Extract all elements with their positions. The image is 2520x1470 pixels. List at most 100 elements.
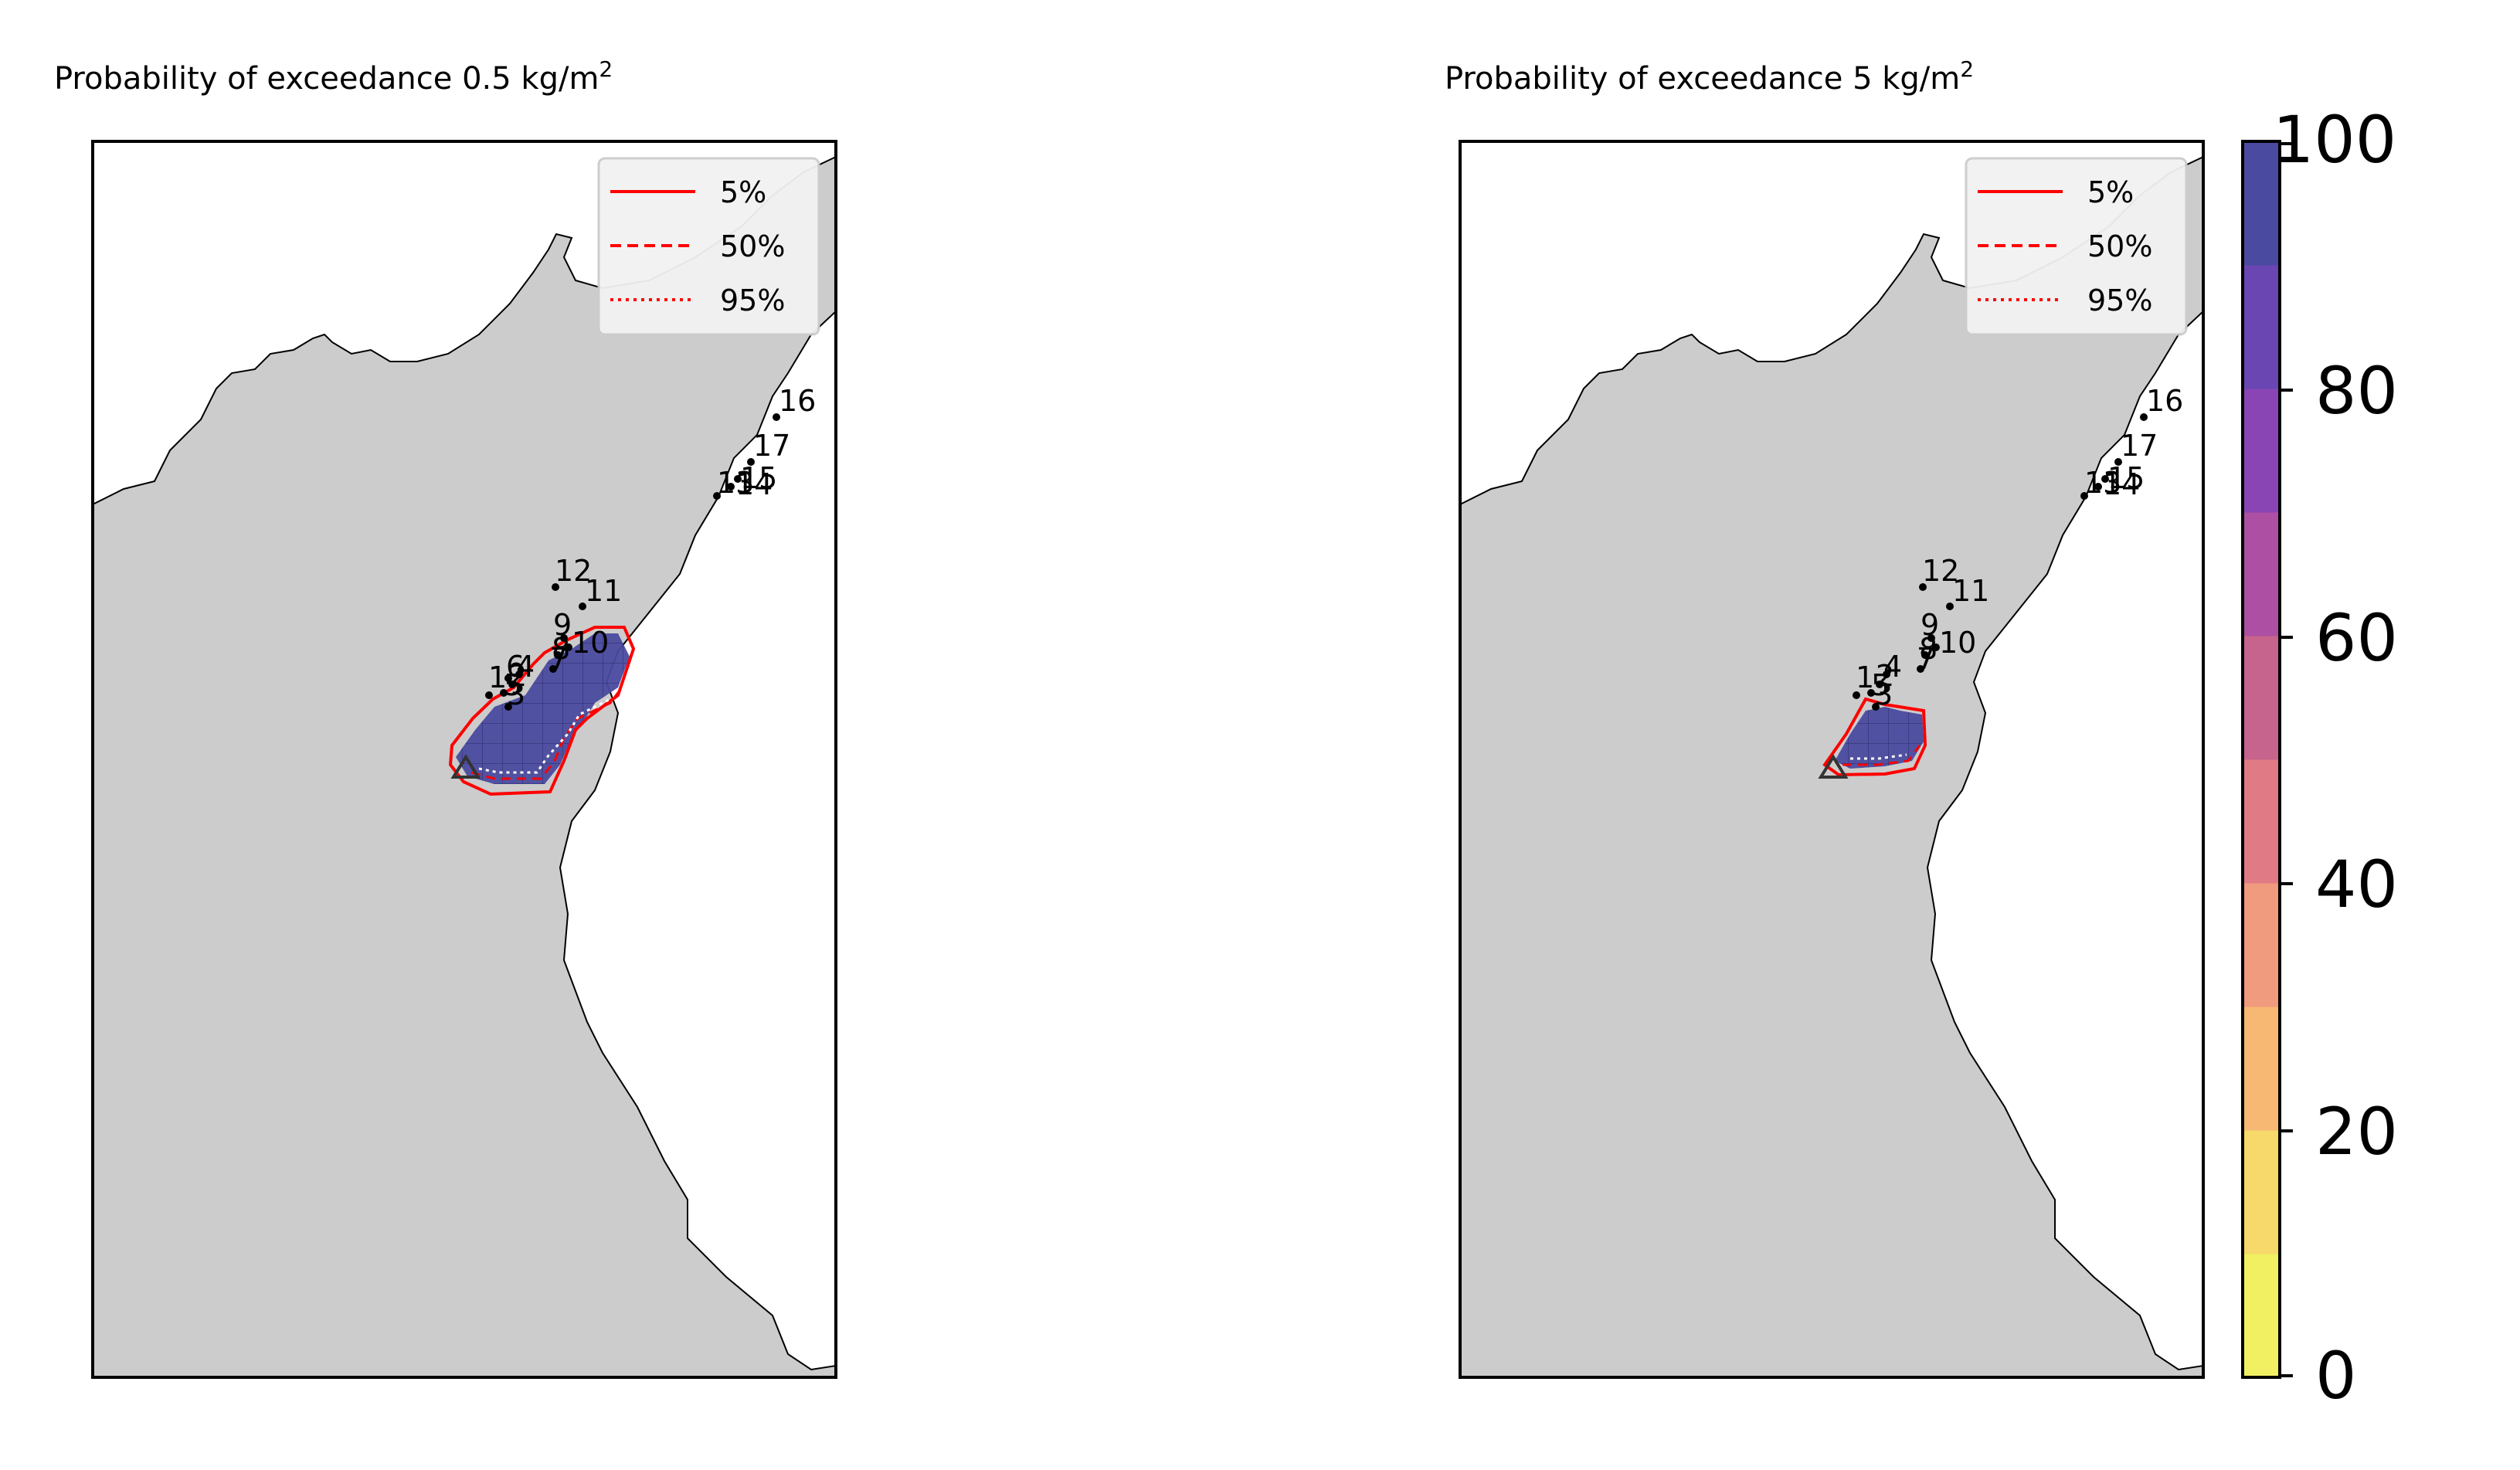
right-panel-title: Probability of exceedance 5 kg/m2: [1445, 56, 1974, 97]
right-map-panel: Probability of exceedance 5 kg/m2 16 17 …: [1445, 56, 2205, 1379]
station-5: 5: [1867, 668, 1890, 702]
right-stations: 16 17 15 14 13 12 11 9 10 8 7 4 2 1 5 3: [1853, 384, 2183, 711]
station-13: 13: [713, 466, 754, 500]
colorbar-segment: [2243, 265, 2280, 389]
svg-text:10: 10: [1939, 626, 1976, 660]
colorbar-tick-40: 40: [2315, 847, 2398, 922]
svg-text:4: 4: [516, 650, 535, 684]
svg-text:17: 17: [753, 429, 790, 463]
station-1: 1: [485, 660, 507, 699]
left-legend: 5% 50% 95%: [597, 157, 820, 336]
svg-text:9: 9: [1921, 608, 1939, 642]
station-12: 12: [1919, 554, 1959, 591]
svg-text:2: 2: [1876, 659, 1894, 693]
station-13: 13: [2080, 466, 2121, 500]
svg-text:6: 6: [506, 650, 525, 684]
vent-triangle-icon: [450, 754, 481, 779]
station-7: 7: [549, 642, 568, 676]
legend-label-50pct: 50%: [2087, 229, 2152, 263]
colorbar-tick-60: 60: [2315, 600, 2398, 676]
right-contour-95pct: [1850, 753, 1907, 760]
right-plume: [1822, 697, 1927, 777]
station-1: 1: [1853, 660, 1874, 699]
colorbar-segment: [2243, 512, 2280, 637]
station-16: 16: [2140, 384, 2183, 421]
left-map-area: 16 17 15 14 13 12 11 9 10 8 7 4 2 1 5 3 …: [93, 141, 836, 1377]
legend-label-95pct: 95%: [720, 283, 785, 317]
station-11: 11: [1946, 574, 1989, 610]
colorbar-segments: [2243, 141, 2280, 1378]
station-3: 3: [504, 677, 525, 711]
station-12: 12: [552, 554, 592, 591]
colorbar-tick-80: 80: [2315, 353, 2398, 429]
legend-label-95pct: 95%: [2087, 283, 2152, 317]
station-7: 7: [1917, 642, 1935, 676]
svg-text:15: 15: [2107, 461, 2145, 495]
svg-text:14: 14: [2103, 467, 2140, 501]
station-8: 8: [552, 632, 570, 666]
station-6: 6: [504, 650, 525, 684]
svg-text:7: 7: [549, 642, 568, 676]
svg-text:8: 8: [1919, 632, 1938, 666]
legend-label-50pct: 50%: [720, 229, 785, 263]
station-10: 10: [1932, 626, 1976, 660]
colorbar-segment: [2243, 1254, 2280, 1378]
svg-text:1: 1: [1856, 660, 1874, 694]
colorbar-tick-100: 100: [2273, 102, 2396, 178]
station-15: 15: [2101, 461, 2145, 495]
right-contour-5pct: [1822, 697, 1927, 777]
station-17: 17: [747, 429, 790, 466]
station-10: 10: [565, 626, 609, 660]
colorbar-ticks: 100 80 60 40 20 0: [2273, 102, 2398, 1414]
right-map-frame: [1459, 140, 2205, 1379]
vent-triangle-icon: [1818, 754, 1849, 779]
station-2: 2: [1876, 659, 1894, 693]
station-5: 5: [500, 668, 522, 702]
station-15: 15: [734, 461, 777, 495]
svg-text:16: 16: [779, 384, 816, 418]
left-stations: 16 17 15 14 13 12 11 9 10 8 7 4 2 1 5 3 …: [485, 384, 816, 711]
station-3: 3: [1872, 677, 1893, 711]
left-map-panel: Probability of exceedance 0.5 kg/m2 16 1…: [54, 56, 837, 1379]
svg-text:13: 13: [717, 466, 754, 500]
svg-text:11: 11: [1952, 574, 1989, 608]
svg-text:8: 8: [552, 632, 570, 666]
station-4: 4: [515, 650, 535, 684]
right-legend: 5% 50% 95%: [1965, 157, 2188, 336]
svg-text:11: 11: [585, 574, 622, 608]
colorbar-tick-0: 0: [2315, 1338, 2356, 1414]
svg-text:15: 15: [740, 461, 777, 495]
left-panel-title: Probability of exceedance 0.5 kg/m2: [54, 56, 613, 97]
colorbar-segment: [2243, 389, 2280, 513]
svg-text:4: 4: [1883, 650, 1902, 684]
left-contour-95pct: [478, 698, 611, 774]
station-8: 8: [1919, 632, 1938, 666]
colorbar-segment: [2243, 759, 2280, 884]
station-16: 16: [773, 384, 816, 421]
svg-text:13: 13: [2084, 466, 2121, 500]
svg-text:9: 9: [553, 608, 572, 642]
svg-text:14: 14: [735, 467, 773, 501]
legend-label-5pct: 5%: [2087, 175, 2134, 209]
station-11: 11: [579, 574, 622, 610]
svg-text:7: 7: [1917, 642, 1935, 676]
station-9: 9: [1921, 608, 1939, 642]
colorbar-tick-20: 20: [2315, 1094, 2398, 1170]
station-9: 9: [553, 608, 572, 642]
svg-text:17: 17: [2121, 429, 2158, 463]
svg-text:12: 12: [1922, 554, 1959, 588]
colorbar-segment: [2243, 636, 2280, 760]
colorbar-frame: [2241, 140, 2281, 1379]
left-contour-50pct: [470, 687, 623, 780]
station-14: 14: [2094, 467, 2140, 501]
station-17: 17: [2114, 429, 2158, 466]
colorbar-segment: [2243, 1130, 2280, 1254]
svg-text:1: 1: [488, 660, 507, 694]
station-2: 2: [508, 659, 527, 693]
right-map-area: 16 17 15 14 13 12 11 9 10 8 7 4 2 1 5 3: [1460, 141, 2203, 1377]
svg-text:10: 10: [572, 626, 609, 660]
colorbar: 100 80 60 40 20 0: [2241, 102, 2398, 1414]
colorbar-segment: [2243, 141, 2280, 266]
right-contour-50pct: [1842, 745, 1921, 766]
svg-text:5: 5: [1871, 668, 1890, 702]
